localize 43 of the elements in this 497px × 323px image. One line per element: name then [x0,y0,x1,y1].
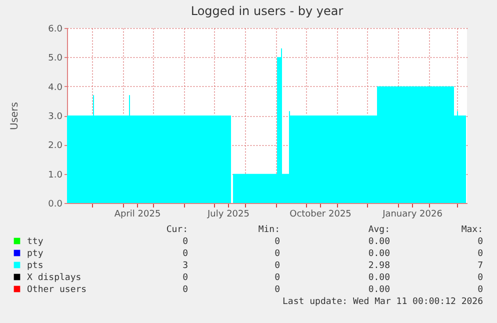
text: Min: [258,225,280,235]
text: 0 [182,237,188,247]
text: 7 [478,261,483,271]
text: 3 [182,261,188,271]
legend-label: X displays [27,273,82,283]
y-tick-label: 2.0 [48,141,63,152]
text: 0 [182,249,188,259]
y-tick-label: 5.0 [48,54,63,64]
y-tick-label: 1.0 [48,170,63,180]
text: 2.98 [368,261,390,271]
text: 0 [274,237,280,247]
text: 0 [478,285,483,295]
text: 0.00 [368,237,390,247]
legend-label: Other users [27,285,87,295]
text: 0 [274,273,280,283]
legend-label: pts [27,261,44,271]
x-tick-label: October 2025 [290,210,352,220]
text: 0 [182,273,188,283]
text: 0 [274,285,280,295]
text: 0 [478,273,483,283]
y-tick-label: 0.0 [48,200,63,210]
text: Avg: [368,225,390,235]
x-tick-label: April 2025 [114,210,161,220]
text: 0.00 [368,285,390,295]
text: Cur: [166,225,188,235]
text: 0 [274,261,280,271]
legend-label: tty [27,237,44,247]
x-tick-label: January 2026 [382,210,443,220]
text: 0 [478,237,483,247]
text: 0.00 [368,249,390,259]
text: 0 [478,249,483,259]
text: 0 [274,249,280,259]
y-axis-title: Users [10,102,20,130]
y-tick-label: 3.0 [48,112,63,122]
text: Max: [461,225,483,235]
legend-label: pty [27,249,44,259]
y-tick-label: 6.0 [48,24,63,34]
y-tick-label: 4.0 [48,82,63,93]
x-tick-label: July 2025 [206,210,250,220]
text: Last update: Wed Mar 11 00:00:12 2026 [282,297,483,307]
text: 0.00 [368,273,390,283]
text: 0 [182,285,188,295]
chart-title: Logged in users - by year [190,4,344,18]
